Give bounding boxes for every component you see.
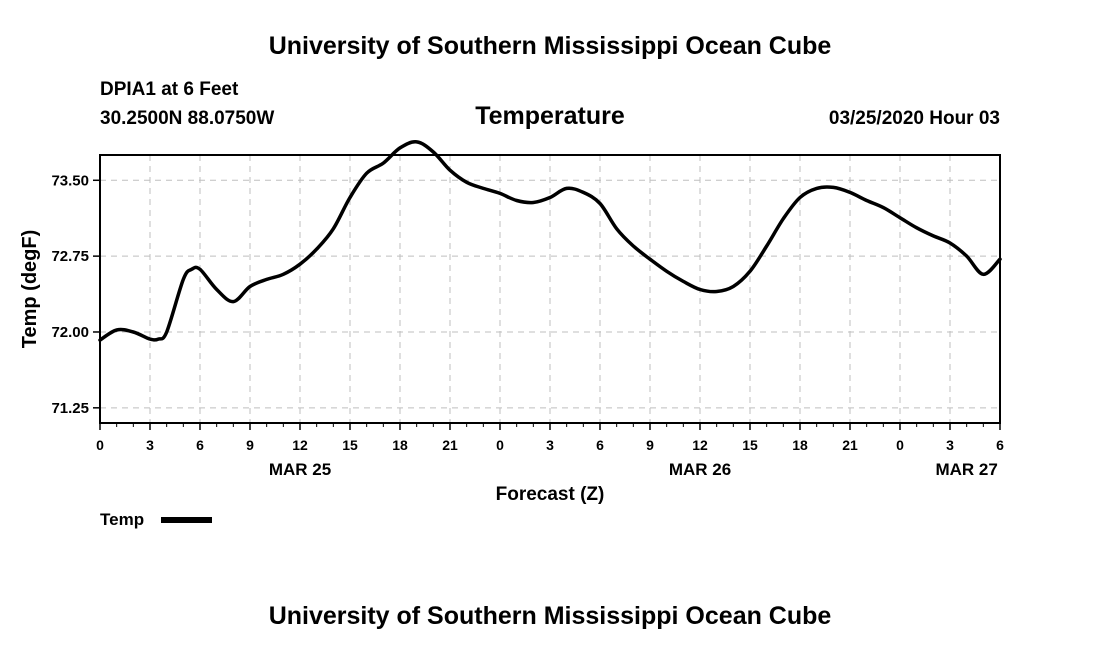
footer-title: University of Southern Mississippi Ocean…: [269, 602, 832, 630]
x-tick-label: 18: [792, 437, 808, 453]
x-tick-label: 6: [596, 437, 604, 453]
date-label: MAR 26: [669, 460, 731, 479]
y-tick-label: 71.25: [51, 400, 89, 417]
timestamp-label: 03/25/2020 Hour 03: [829, 108, 1000, 129]
x-tick-label: 3: [546, 437, 554, 453]
x-tick-label: 15: [342, 437, 358, 453]
x-tick-label: 3: [146, 437, 154, 453]
x-tick-label: 9: [646, 437, 654, 453]
legend-label: Temp: [100, 510, 144, 529]
x-tick-label: 9: [246, 437, 254, 453]
date-label: MAR 27: [935, 460, 997, 479]
date-label: MAR 25: [269, 460, 331, 479]
x-tick-label: 6: [996, 437, 1004, 453]
date-labels: MAR 25 MAR 26 MAR 27: [269, 460, 998, 479]
x-tick-label: 0: [896, 437, 904, 453]
x-axis-label: Forecast (Z): [496, 484, 605, 505]
coords-label: 30.2500N 88.0750W: [100, 108, 274, 129]
x-tick-label: 15: [742, 437, 758, 453]
y-axis-label: Temp (degF): [19, 230, 41, 349]
legend: Temp: [100, 510, 212, 529]
y-tick-label: 72.00: [51, 324, 89, 341]
chart-main-title: University of Southern Mississippi Ocean…: [269, 32, 832, 60]
x-tick-label: 0: [96, 437, 104, 453]
y-tick-label: 72.75: [51, 248, 89, 265]
temp-series-line: [98, 140, 1002, 342]
station-label: DPIA1 at 6 Feet: [100, 79, 239, 100]
x-tick-label: 3: [946, 437, 954, 453]
y-tick-label: 73.50: [51, 172, 89, 189]
x-tick-label: 12: [292, 437, 308, 453]
x-tick-label: 18: [392, 437, 408, 453]
x-tick-label: 12: [692, 437, 708, 453]
x-tick-label: 0: [496, 437, 504, 453]
plot-frame: [99, 154, 1001, 424]
x-tick-label: 6: [196, 437, 204, 453]
variable-title: Temperature: [475, 102, 625, 130]
grid-lines: [100, 155, 1000, 423]
x-tick-label: 21: [442, 437, 458, 453]
x-ticks: 0 3 6 9 12 15 18 21 0 3 6 9 12 15 18 21 0 3 6: [96, 423, 1004, 453]
y-ticks: 71.25 72.00 72.75 73.50: [51, 172, 100, 417]
x-tick-label: 21: [842, 437, 858, 453]
